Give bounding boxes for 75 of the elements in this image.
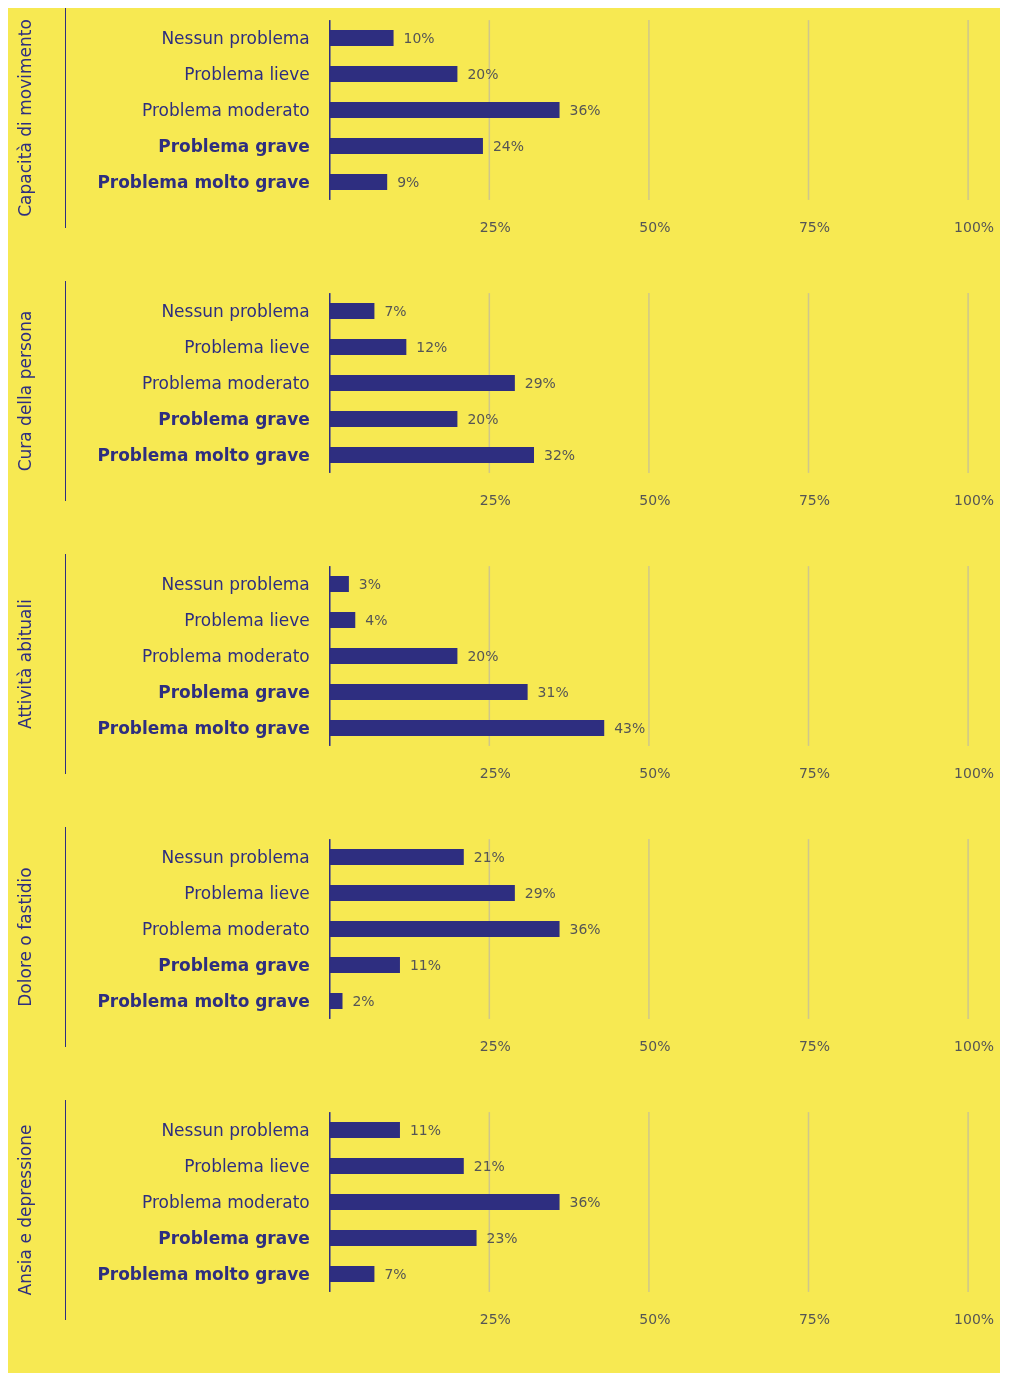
x-tick-label: 75% bbox=[798, 218, 830, 235]
x-tick-label: 100% bbox=[954, 218, 994, 235]
x-tick-label: 50% bbox=[639, 1037, 671, 1054]
data-label: 11% bbox=[409, 956, 441, 973]
data-label: 24% bbox=[492, 137, 524, 154]
y-tick-label: Problema grave bbox=[158, 954, 310, 975]
y-tick-label: Problema moderato bbox=[141, 919, 310, 940]
y-axis-title: Ansia e depressione bbox=[15, 1124, 35, 1296]
y-axis-title: Dolore o fastidio bbox=[15, 867, 35, 1007]
y-tick-label: Problema grave bbox=[158, 1227, 310, 1248]
x-tick-label: 25% bbox=[479, 491, 511, 508]
data-label: 21% bbox=[473, 849, 505, 866]
data-label: 32% bbox=[543, 446, 575, 463]
y-tick-label: Nessun problema bbox=[161, 847, 310, 868]
data-label: 23% bbox=[486, 1229, 518, 1246]
data-label: 2% bbox=[352, 992, 375, 1009]
data-label: 7% bbox=[384, 1265, 407, 1282]
data-label: 11% bbox=[409, 1122, 441, 1139]
y-tick-label: Problema grave bbox=[158, 135, 310, 156]
y-tick-label: Problema moderato bbox=[141, 1192, 310, 1213]
data-label: 36% bbox=[569, 1193, 601, 1210]
data-label: 21% bbox=[473, 1158, 505, 1175]
x-tick-label: 75% bbox=[798, 1310, 830, 1327]
data-label: 9% bbox=[397, 173, 420, 190]
y-tick-label: Problema moderato bbox=[141, 100, 310, 121]
x-tick-label: 100% bbox=[954, 764, 994, 781]
y-tick-label: Problema lieve bbox=[184, 883, 310, 904]
x-tick-label: 50% bbox=[639, 764, 671, 781]
y-axis-title: Cura della persona bbox=[15, 310, 35, 472]
y-tick-label: Problema molto grave bbox=[97, 717, 310, 738]
data-label: 4% bbox=[365, 612, 388, 629]
x-tick-label: 25% bbox=[479, 218, 511, 235]
y-tick-label: Problema molto grave bbox=[97, 1263, 310, 1284]
y-tick-label: Nessun problema bbox=[161, 1120, 310, 1141]
y-tick-label: Problema molto grave bbox=[97, 171, 310, 192]
x-tick-label: 50% bbox=[639, 218, 671, 235]
data-label: 29% bbox=[524, 374, 556, 391]
data-label: 20% bbox=[467, 66, 499, 83]
data-label: 7% bbox=[384, 303, 407, 320]
data-label: 29% bbox=[524, 885, 556, 902]
data-label: 36% bbox=[569, 920, 601, 937]
x-tick-label: 25% bbox=[479, 764, 511, 781]
y-tick-label: Problema moderato bbox=[141, 373, 310, 394]
y-tick-label: Problema lieve bbox=[184, 337, 310, 358]
y-tick-label: Problema molto grave bbox=[97, 990, 310, 1011]
y-tick-label: Nessun problema bbox=[161, 301, 310, 322]
x-tick-label: 75% bbox=[798, 764, 830, 781]
y-tick-label: Problema moderato bbox=[141, 646, 310, 667]
y-tick-label: Problema grave bbox=[158, 681, 310, 702]
data-label: 43% bbox=[614, 719, 646, 736]
data-label: 20% bbox=[467, 410, 499, 427]
y-axis-title: Capacità di movimento bbox=[15, 19, 35, 217]
x-tick-label: 50% bbox=[639, 491, 671, 508]
data-label: 36% bbox=[569, 101, 601, 118]
data-label: 3% bbox=[358, 576, 381, 593]
y-tick-label: Problema grave bbox=[158, 408, 310, 429]
x-tick-label: 25% bbox=[479, 1037, 511, 1054]
data-label: 10% bbox=[403, 30, 435, 47]
y-tick-label: Problema lieve bbox=[184, 1156, 310, 1177]
x-tick-label: 100% bbox=[954, 1037, 994, 1054]
x-tick-label: 100% bbox=[954, 1310, 994, 1327]
x-tick-label: 75% bbox=[798, 491, 830, 508]
y-tick-label: Nessun problema bbox=[161, 28, 310, 49]
data-label: 31% bbox=[537, 683, 569, 700]
data-label: 20% bbox=[467, 647, 499, 664]
y-tick-label: Problema lieve bbox=[184, 64, 310, 85]
x-tick-label: 75% bbox=[798, 1037, 830, 1054]
x-tick-label: 100% bbox=[954, 491, 994, 508]
data-label: 12% bbox=[416, 339, 448, 356]
y-tick-label: Nessun problema bbox=[161, 574, 310, 595]
y-tick-label: Problema molto grave bbox=[97, 444, 310, 465]
x-tick-label: 25% bbox=[479, 1310, 511, 1327]
y-axis-title: Attività abituali bbox=[15, 599, 35, 729]
x-tick-label: 50% bbox=[639, 1310, 671, 1327]
y-tick-label: Problema lieve bbox=[184, 610, 310, 631]
